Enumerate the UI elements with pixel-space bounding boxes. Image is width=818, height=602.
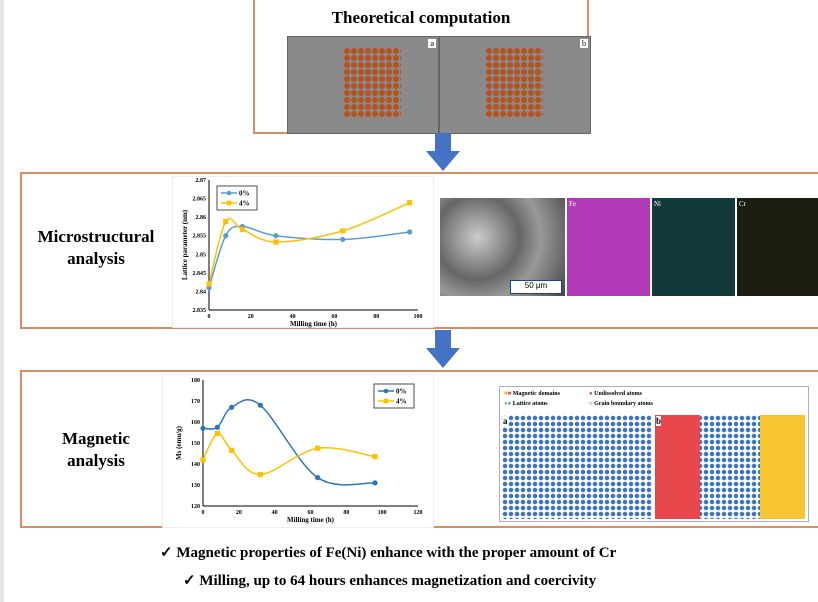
scale-bar: 50 μm bbox=[510, 280, 562, 294]
y-tick-label: 2.855 bbox=[193, 234, 207, 240]
lattice-chart: 2.835 2.84 2.845 2.85 2.855 2.86 2.865 2.87 0 20 4… bbox=[172, 176, 434, 328]
schematic-legend: ■■ Magnetic domains ● Undissolved atoms … bbox=[504, 391, 653, 407]
map-label: Ni bbox=[654, 200, 661, 208]
legend-label: 4% bbox=[396, 398, 407, 406]
legend-box bbox=[373, 383, 415, 409]
atom-lattice bbox=[343, 47, 401, 117]
legend-label: 0% bbox=[239, 190, 250, 198]
panel-label: a bbox=[428, 39, 436, 48]
x-tick-label: 100 bbox=[378, 510, 387, 516]
legend-box bbox=[216, 185, 258, 211]
legend-marker bbox=[383, 388, 389, 394]
y-tick-label: 2.86 bbox=[196, 215, 207, 221]
y-tick-label: 150 bbox=[191, 441, 200, 447]
y-axis-title: Lattice parameter (nm) bbox=[181, 209, 189, 280]
y-tick-label: 120 bbox=[191, 504, 200, 510]
data-point bbox=[340, 228, 346, 234]
chart-frame bbox=[172, 176, 434, 328]
data-point bbox=[214, 424, 220, 430]
domain-schematic: ■■ Magnetic domains ● Undissolved atoms … bbox=[499, 386, 809, 522]
y-tick-label: 2.85 bbox=[196, 252, 207, 258]
data-point bbox=[340, 236, 346, 243]
eds-map-fe: Fe bbox=[567, 198, 650, 296]
x-tick-label: 100 bbox=[414, 314, 423, 320]
map-label: Cr bbox=[739, 200, 746, 208]
y-axis-title: Ms (emu/g) bbox=[175, 425, 183, 460]
x-tick-label: 0 bbox=[202, 510, 205, 516]
x-tick-label: 40 bbox=[272, 510, 278, 516]
x-tick-label: 80 bbox=[343, 510, 349, 516]
magnetic-box: Magnetic analysis 120 130 140 150 160 170 180 0… bbox=[20, 370, 818, 528]
y-tick-label: 140 bbox=[191, 462, 200, 468]
data-point bbox=[273, 233, 279, 239]
y-tick-label: 2.865 bbox=[193, 197, 207, 203]
legend-marker bbox=[226, 200, 232, 206]
x-axis-title: Milling time (h) bbox=[287, 516, 335, 524]
simulation-panel-b: b bbox=[439, 36, 591, 134]
conclusion-1: ✓ Magnetic properties of Fe(Ni) enhance … bbox=[160, 545, 617, 561]
legend-label: 0% bbox=[396, 388, 407, 396]
data-point bbox=[372, 454, 378, 460]
x-axis-title: Milling time (h) bbox=[290, 320, 338, 328]
data-point bbox=[273, 239, 279, 245]
sem-image: 50 μm bbox=[440, 198, 565, 296]
x-tick-label: 40 bbox=[290, 314, 296, 320]
y-tick-label: 2.845 bbox=[193, 271, 207, 277]
y-tick-label: 170 bbox=[191, 399, 200, 405]
conclusion-2: ✓ Milling, up to 64 hours enhances magne… bbox=[183, 573, 597, 589]
data-point bbox=[257, 402, 263, 408]
series-line-4% bbox=[208, 201, 410, 285]
data-point bbox=[223, 219, 229, 225]
eds-map-cr: Cr bbox=[737, 198, 818, 296]
y-tick-label: 2.835 bbox=[193, 308, 207, 314]
x-tick-label: 20 bbox=[248, 314, 254, 320]
data-point bbox=[229, 447, 235, 453]
legend-marker bbox=[383, 398, 389, 404]
x-tick-label: 20 bbox=[236, 510, 242, 516]
atom-lattice bbox=[485, 47, 543, 117]
legend-marker bbox=[226, 190, 232, 196]
left-edge bbox=[0, 0, 4, 602]
y-tick-label: 130 bbox=[191, 483, 200, 489]
magnetic-title: Magnetic analysis bbox=[62, 429, 130, 470]
simulation-panel-a: a bbox=[287, 36, 439, 134]
x-tick-label: 60 bbox=[331, 314, 337, 320]
data-point bbox=[315, 475, 321, 481]
map-label: Fe bbox=[569, 200, 576, 208]
ms-chart: 120 130 140 150 160 170 180 0 20 40 60 80 100 120 Mill… bbox=[162, 374, 434, 528]
panel-label: b bbox=[580, 39, 588, 48]
legend-label: 4% bbox=[239, 200, 250, 208]
y-tick-label: 160 bbox=[191, 420, 200, 426]
data-point bbox=[200, 425, 206, 431]
x-tick-label: 120 bbox=[414, 510, 423, 516]
y-tick-label: 2.87 bbox=[196, 178, 207, 184]
schematic-panel-b: b bbox=[655, 415, 805, 519]
y-tick-label: 180 bbox=[191, 378, 200, 384]
micro-title: Microstructural analysis bbox=[37, 227, 155, 268]
data-point bbox=[200, 457, 206, 463]
data-point bbox=[407, 229, 413, 235]
data-point bbox=[372, 480, 378, 486]
data-point bbox=[206, 281, 212, 287]
down-arrow-icon bbox=[426, 330, 460, 368]
schematic-panel-a: a bbox=[502, 415, 652, 519]
down-arrow-icon bbox=[426, 133, 460, 171]
theory-box: Theoretical computation a b bbox=[253, 0, 591, 134]
y-tick-label: 2.84 bbox=[196, 289, 207, 295]
x-tick-label: 60 bbox=[308, 510, 314, 516]
x-tick-label: 0 bbox=[208, 314, 211, 320]
data-point bbox=[223, 233, 229, 239]
data-point bbox=[239, 226, 246, 232]
eds-map-ni: Ni bbox=[652, 198, 735, 296]
data-point bbox=[257, 471, 263, 478]
data-point bbox=[407, 200, 413, 206]
data-point bbox=[229, 404, 235, 410]
data-point bbox=[315, 445, 321, 451]
microstructure-box: Microstructural analysis 2.835 2.84 2.845 2… bbox=[20, 172, 818, 329]
data-point bbox=[214, 430, 220, 437]
x-tick-label: 80 bbox=[373, 314, 379, 320]
theory-title: Theoretical computation bbox=[331, 8, 511, 27]
